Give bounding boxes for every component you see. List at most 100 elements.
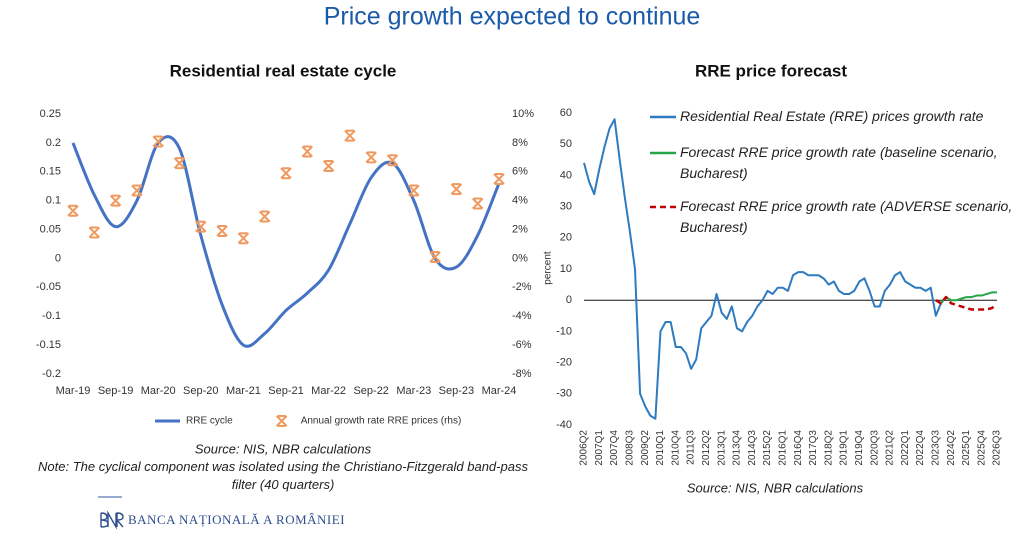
scatter-marker	[216, 225, 228, 237]
x-tick-label: Sep-20	[183, 385, 218, 397]
x-tick-label: Sep-22	[353, 385, 388, 397]
y2-tick-label: -2%	[512, 281, 532, 293]
x-tick-label: 2023Q3	[930, 430, 941, 466]
source: Source: NIS, NBR calculations	[195, 441, 372, 456]
x-tick-label: Mar-24	[482, 385, 517, 397]
legend-label: Residential Real Estate (RRE) prices gro…	[680, 108, 984, 124]
y-tick-label: 0.05	[40, 223, 61, 235]
y2-tick-label: -8%	[512, 368, 532, 380]
x-tick-label: 2013Q4	[732, 430, 743, 466]
scatter-marker	[258, 210, 271, 223]
logo-glyph	[115, 512, 124, 528]
y-tick-label: 0.15	[40, 166, 61, 178]
x-tick-label: 2016Q1	[777, 430, 788, 466]
scatter-marker	[67, 204, 79, 217]
y-tick-label: 60	[560, 107, 572, 119]
x-tick-label: 2013Q1	[716, 430, 727, 466]
legend-label: Forecast RRE price growth rate (ADVERSE …	[680, 198, 1013, 235]
y-axis-label: percent	[543, 251, 554, 285]
note: Note: The cyclical component was isolate…	[38, 459, 528, 492]
y-tick-label: 30	[560, 201, 572, 213]
scatter-marker	[365, 151, 377, 164]
x-tick-label: Sep-23	[439, 385, 474, 397]
legend-swatch	[275, 415, 288, 427]
x-tick-label: Mar-20	[141, 385, 176, 397]
x-tick-label: 2025Q4	[976, 430, 987, 466]
x-tick-label: 2024Q2	[946, 430, 957, 466]
scatter-marker	[344, 129, 356, 142]
series-line	[935, 295, 998, 311]
x-tick-label: Mar-22	[311, 385, 346, 397]
scatter-marker	[109, 194, 122, 207]
chart-title: Residential real estate cycle	[170, 61, 397, 80]
y-tick-label: -0.1	[42, 310, 61, 322]
y2-tick-label: 4%	[512, 195, 528, 207]
y-tick-label: -10	[556, 325, 572, 337]
y-tick-label: 0.1	[46, 195, 61, 207]
x-tick-label: Sep-21	[268, 385, 303, 397]
series-line	[71, 135, 501, 348]
scatter-marker	[493, 173, 505, 185]
y-tick-label: -0.2	[42, 368, 61, 380]
scatter-marker	[322, 160, 335, 172]
y2-tick-label: 10%	[512, 108, 534, 120]
x-tick-label: 2019Q1	[839, 430, 850, 466]
x-tick-label: 2011Q3	[686, 430, 697, 465]
slide-title: Price growth expected to continue	[324, 3, 701, 31]
x-tick-label: 2017Q3	[808, 430, 819, 466]
x-tick-label: 2009Q2	[640, 430, 651, 466]
y-tick-label: 0.2	[46, 137, 61, 149]
x-tick-label: 2015Q2	[762, 430, 773, 466]
x-tick-label: Sep-19	[98, 385, 133, 397]
scatter-marker	[173, 157, 186, 170]
x-tick-label: 2012Q2	[701, 430, 712, 466]
scatter-marker	[237, 232, 250, 245]
x-tick-label: 2008Q3	[625, 430, 636, 466]
x-tick-label: 2021Q2	[885, 430, 896, 466]
x-tick-label: 2014Q3	[747, 430, 758, 466]
scatter-marker	[88, 226, 101, 239]
y-tick-label: -20	[556, 357, 572, 369]
x-tick-label: 2026Q3	[992, 430, 1003, 466]
source: Source: NIS, NBR calculations	[687, 480, 864, 495]
x-tick-label: 2022Q4	[915, 430, 926, 466]
x-tick-label: Mar-23	[396, 385, 431, 397]
y2-tick-label: 0%	[512, 252, 528, 264]
y-tick-label: -0.05	[36, 281, 61, 293]
y-tick-label: 50	[560, 138, 572, 150]
scatter-marker	[152, 135, 164, 148]
logo	[100, 510, 124, 530]
x-tick-label: 2022Q1	[900, 430, 911, 466]
x-tick-label: 2020Q3	[869, 430, 880, 466]
y-tick-label: 10	[560, 263, 572, 275]
x-tick-label: 2007Q4	[609, 430, 620, 466]
scatter-marker	[195, 220, 207, 233]
y2-tick-label: -6%	[512, 339, 532, 351]
y2-tick-label: 2%	[512, 223, 528, 235]
y-tick-label: 0	[55, 252, 61, 264]
scatter-marker	[131, 184, 143, 197]
y-tick-label: -30	[556, 388, 572, 400]
legend-label: RRE cycle	[186, 416, 233, 427]
scatter-marker	[408, 184, 420, 197]
x-tick-label: 2007Q1	[594, 430, 605, 466]
y-tick-label: -40	[556, 419, 572, 431]
x-tick-label: 2019Q4	[854, 430, 865, 466]
scatter-marker	[429, 251, 441, 263]
scatter-marker	[301, 145, 314, 158]
y-tick-label: 0.25	[40, 108, 61, 120]
scatter-marker	[471, 197, 484, 210]
y2-tick-label: -4%	[512, 310, 532, 322]
series-line	[583, 118, 947, 420]
y-tick-label: 0	[566, 294, 572, 306]
x-tick-label: 2010Q4	[670, 430, 681, 466]
y2-tick-label: 8%	[512, 137, 528, 149]
y-tick-label: 20	[560, 232, 572, 244]
footer-name: BANCA NAȚIONALĂ A ROMÂNIEI	[128, 512, 345, 527]
logo-glyph	[107, 510, 117, 530]
legend-label: Forecast RRE price growth rate (baseline…	[680, 144, 998, 181]
y2-tick-label: 6%	[512, 166, 528, 178]
legend-label: Annual growth rate RRE prices (rhs)	[301, 416, 462, 427]
